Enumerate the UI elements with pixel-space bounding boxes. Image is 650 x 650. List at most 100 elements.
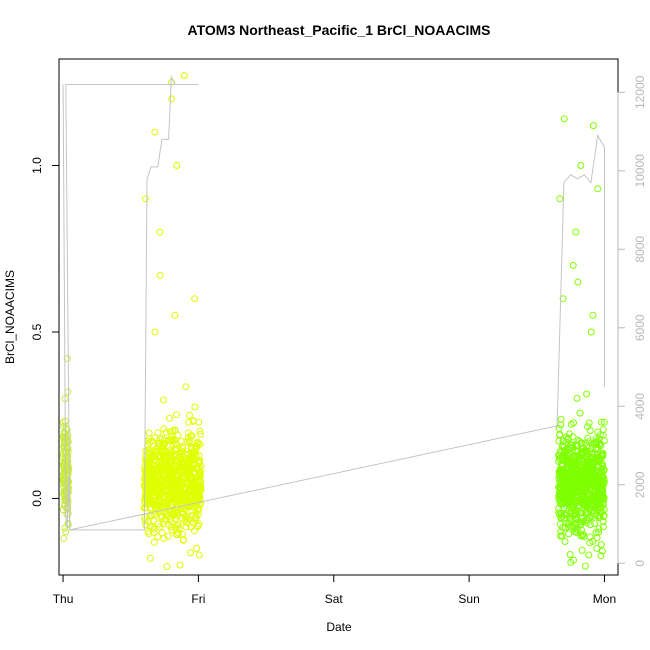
- data-point: [582, 502, 590, 510]
- data-point: [164, 532, 172, 540]
- data-point: [594, 437, 601, 445]
- data-point: [569, 503, 577, 511]
- data-point: [561, 538, 569, 545]
- data-point: [582, 450, 590, 458]
- data-point: [144, 517, 152, 525]
- data-point: [181, 457, 189, 465]
- data-point: [556, 478, 564, 486]
- data-point: [575, 487, 583, 495]
- data-point: [598, 547, 606, 555]
- data-point: [145, 429, 153, 437]
- data-point: [556, 431, 564, 439]
- x-tick-label: Thu: [53, 592, 74, 606]
- data-point: [559, 438, 567, 445]
- data-point: [164, 450, 172, 458]
- data-point: [195, 418, 203, 426]
- data-point: [565, 491, 573, 499]
- data-point: [156, 435, 164, 443]
- data-point: [185, 418, 193, 426]
- data-point: [564, 458, 572, 466]
- data-point: [591, 498, 599, 505]
- data-points: [59, 72, 608, 570]
- data-point: [182, 523, 190, 531]
- data-point: [148, 437, 156, 445]
- data-point: [557, 488, 565, 496]
- data-point: [174, 494, 182, 502]
- data-point: [154, 520, 162, 528]
- data-point: [141, 517, 149, 525]
- data-point: [151, 128, 159, 136]
- data-point: [159, 458, 167, 466]
- y2-tick-label: 2000: [633, 471, 647, 498]
- data-point: [574, 278, 582, 286]
- data-point: [560, 115, 568, 123]
- y-axis-label: BrCl_NOAACIMS: [3, 270, 17, 364]
- data-point: [595, 528, 603, 536]
- data-point: [157, 448, 165, 456]
- x-tick-label: Fri: [191, 592, 205, 606]
- data-point: [583, 390, 591, 398]
- data-point: [177, 502, 185, 510]
- data-point: [571, 474, 579, 482]
- data-point: [591, 458, 598, 466]
- data-point: [168, 95, 176, 103]
- data-point: [594, 185, 602, 193]
- data-point: [590, 475, 598, 483]
- data-point: [157, 476, 165, 484]
- data-point: [166, 414, 173, 422]
- data-point: [154, 467, 162, 474]
- data-point: [149, 524, 157, 531]
- data-point: [558, 532, 566, 540]
- data-point: [581, 562, 589, 570]
- data-point: [589, 122, 597, 130]
- data-point: [191, 447, 199, 455]
- data-point: [145, 530, 153, 538]
- y-axis-right: 0 2000 4000 6000 8000 10000 12000: [617, 75, 647, 567]
- data-point: [590, 471, 598, 479]
- data-point: [589, 537, 597, 545]
- data-point: [561, 524, 569, 532]
- data-point: [151, 328, 159, 336]
- y2-tick-label: 10000: [633, 154, 647, 188]
- data-point: [179, 475, 187, 483]
- data-point: [160, 534, 168, 542]
- data-point: [560, 468, 568, 476]
- data-point: [569, 500, 577, 508]
- data-point: [191, 483, 198, 490]
- data-point: [569, 433, 577, 441]
- data-point: [597, 442, 605, 449]
- data-point: [161, 500, 169, 508]
- data-point: [176, 487, 184, 495]
- data-point: [592, 529, 600, 536]
- data-point: [63, 444, 71, 452]
- data-point: [194, 438, 201, 446]
- data-point: [178, 514, 186, 522]
- data-point: [196, 472, 204, 480]
- data-point: [158, 513, 166, 521]
- data-point: [183, 513, 191, 520]
- data-point: [184, 478, 192, 486]
- data-point: [567, 441, 575, 449]
- data-point: [578, 526, 586, 534]
- data-point: [576, 409, 584, 417]
- altitude-line: [62, 74, 605, 531]
- data-point: [557, 415, 565, 423]
- y2-tick-label: 4000: [633, 393, 647, 420]
- data-point: [153, 501, 161, 509]
- data-point: [160, 493, 168, 501]
- data-point: [568, 453, 576, 461]
- data-point: [597, 541, 605, 549]
- data-point: [187, 523, 195, 531]
- data-point: [573, 454, 581, 462]
- data-point: [160, 425, 168, 433]
- data-point: [579, 480, 587, 488]
- data-point: [169, 493, 177, 501]
- data-point: [149, 473, 157, 481]
- data-point: [177, 447, 185, 455]
- data-point: [580, 501, 588, 509]
- data-point: [584, 423, 592, 431]
- data-point: [185, 438, 193, 446]
- data-point: [173, 531, 181, 539]
- data-point: [578, 487, 586, 495]
- data-point: [187, 549, 195, 557]
